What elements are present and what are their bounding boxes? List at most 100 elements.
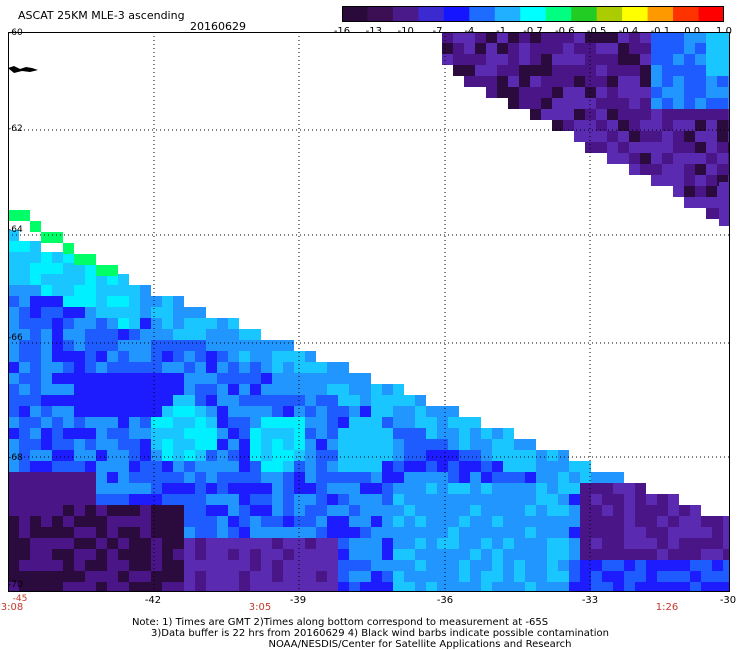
swath-cell (404, 417, 415, 428)
swath-cell (602, 505, 613, 516)
swath-cell (558, 450, 569, 461)
swath-cell (470, 505, 481, 516)
swath-cell (459, 483, 470, 494)
swath-cell (63, 351, 74, 362)
colorbar-swatch (520, 6, 547, 22)
swath-cell (481, 516, 492, 527)
swath-cell (305, 571, 316, 582)
swath-cell (261, 538, 272, 549)
swath-cell (261, 461, 272, 472)
swath-cell (673, 87, 684, 98)
swath-cell (272, 494, 283, 505)
time-label-left: 3:08 (0, 602, 24, 613)
swath-cell (41, 274, 52, 285)
swath-cell (695, 43, 706, 54)
swath-cell (602, 483, 613, 494)
swath-cell (118, 582, 129, 592)
swath-cell (624, 505, 635, 516)
swath-cell (629, 43, 640, 54)
swath-cell (151, 549, 162, 560)
swath-cell (151, 505, 162, 516)
swath-cell (695, 175, 706, 186)
swath-cell (651, 65, 662, 76)
swath-cell (662, 43, 673, 54)
swath-cell (162, 428, 173, 439)
swath-cell (316, 571, 327, 582)
swath-cell (30, 307, 41, 318)
swath-cell (283, 505, 294, 516)
swath-cell (272, 483, 283, 494)
swath-cell (514, 450, 525, 461)
swath-cell (448, 472, 459, 483)
swath-cell (118, 450, 129, 461)
swath-cell (338, 483, 349, 494)
swath-cell (618, 87, 629, 98)
swath-cell (679, 516, 690, 527)
swath-cell (563, 76, 574, 87)
swath-cell (63, 263, 74, 274)
swath-cell (250, 384, 261, 395)
swath-cell (283, 373, 294, 384)
swath-cell (19, 351, 30, 362)
swath-cell (662, 164, 673, 175)
swath-cell (261, 428, 272, 439)
swath-cell (74, 351, 85, 362)
swath-cell (239, 549, 250, 560)
swath-cell (459, 582, 470, 592)
swath-cell (140, 395, 151, 406)
swath-cell (580, 483, 591, 494)
swath-cell (481, 560, 492, 571)
swath-cell (151, 406, 162, 417)
swath-cell (217, 472, 228, 483)
swath-cell (492, 527, 503, 538)
swath-cell (404, 439, 415, 450)
swath-cell (393, 505, 404, 516)
swath-cell (316, 538, 327, 549)
swath-cell (536, 494, 547, 505)
colorbar-swatch (647, 6, 674, 22)
swath-cell (662, 76, 673, 87)
swath-cell (283, 461, 294, 472)
swath-cell (717, 120, 728, 131)
swath-cell (569, 538, 580, 549)
swath-cell (569, 549, 580, 560)
swath-cell (574, 87, 585, 98)
swath-cell (371, 395, 382, 406)
swath-cell (618, 153, 629, 164)
swath-cell (272, 395, 283, 406)
swath-cell (85, 494, 96, 505)
swath-cell (261, 472, 272, 483)
swath-cell (228, 505, 239, 516)
swath-cell (486, 43, 497, 54)
swath-cell (486, 54, 497, 65)
swath-cell (30, 351, 41, 362)
swath-cell (19, 373, 30, 384)
swath-cell (52, 505, 63, 516)
swath-cell (8, 560, 19, 571)
swath-cell (129, 406, 140, 417)
swath-cell (52, 417, 63, 428)
swath-cell (250, 362, 261, 373)
swath-cell (574, 32, 585, 43)
swath-cell (695, 76, 706, 87)
swath-cell (481, 505, 492, 516)
swath-cell (684, 98, 695, 109)
swath-cell (107, 439, 118, 450)
swath-cell (613, 472, 624, 483)
swath-cell (426, 538, 437, 549)
swath-cell (283, 417, 294, 428)
swath-cell (162, 373, 173, 384)
swath-cell (327, 582, 338, 592)
swath-cell (85, 417, 96, 428)
swath-cell (684, 153, 695, 164)
swath-cell (162, 406, 173, 417)
time-label-mid: 3:05 (248, 602, 272, 613)
swath-cell (486, 87, 497, 98)
swath-cell (519, 32, 530, 43)
swath-cell (382, 406, 393, 417)
swath-cell (41, 318, 52, 329)
swath-cell (228, 472, 239, 483)
swath-cell (272, 450, 283, 461)
swath-cell (228, 428, 239, 439)
swath-cell (272, 560, 283, 571)
